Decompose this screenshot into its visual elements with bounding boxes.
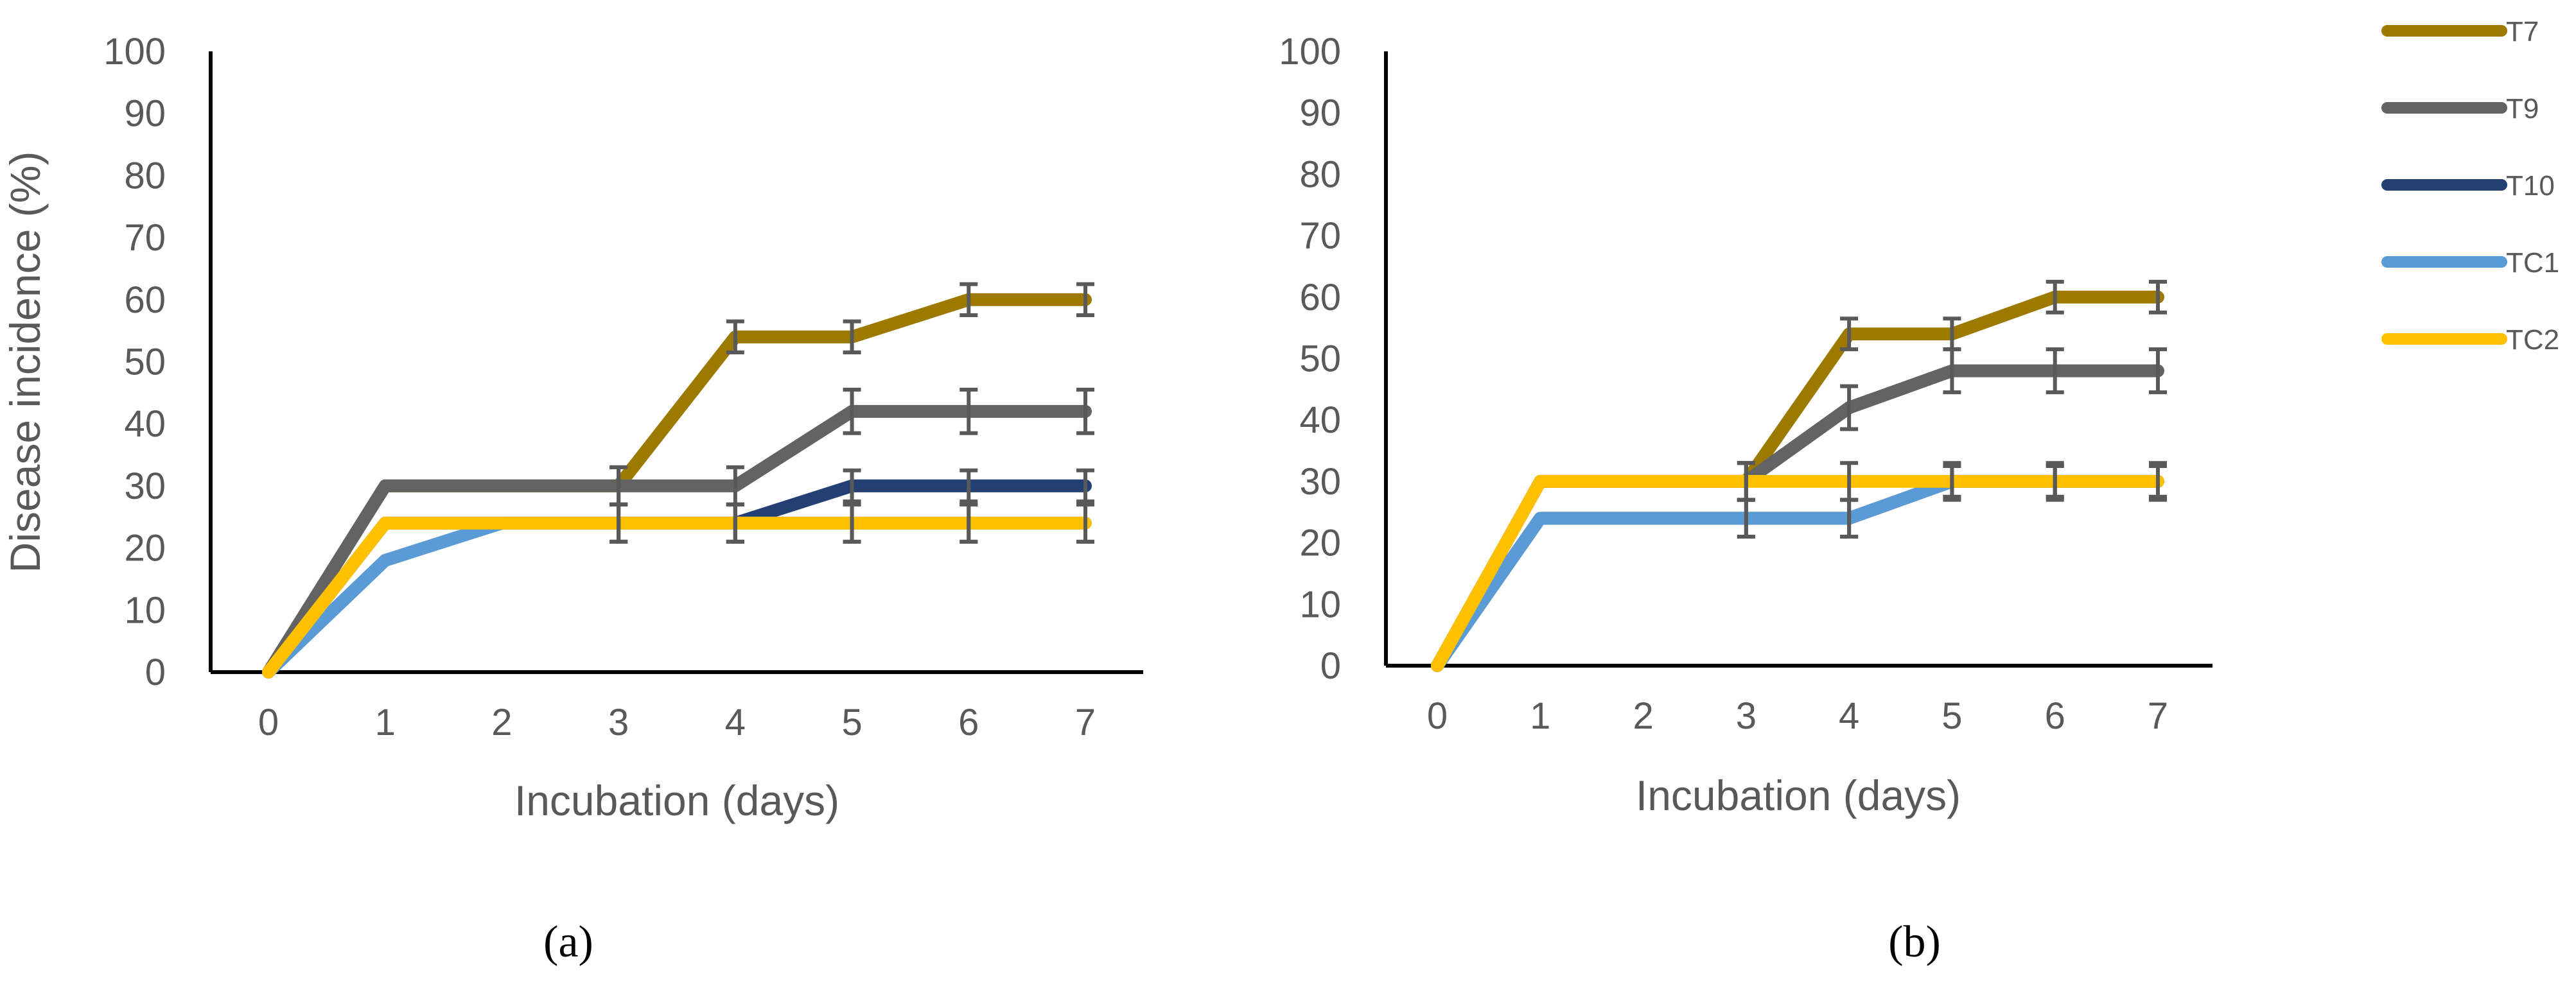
error-bar-tc2 bbox=[609, 502, 628, 544]
series-line-tc2 bbox=[1431, 474, 2164, 672]
error-bar-t10 bbox=[959, 468, 978, 504]
y-tick-label: 90 bbox=[1299, 92, 1341, 134]
legend-label: TC2 bbox=[2506, 324, 2559, 356]
error-bar-t9 bbox=[2046, 347, 2064, 395]
legend-item-t9: T9 bbox=[2381, 93, 2539, 125]
error-bar-t9 bbox=[1840, 384, 1859, 431]
x-tick-label: 4 bbox=[1839, 695, 1859, 737]
y-tick-label: 0 bbox=[145, 652, 166, 693]
error-bar-t9 bbox=[1076, 388, 1094, 435]
series-line-t10 bbox=[262, 479, 1092, 679]
x-tick-label: 6 bbox=[2045, 695, 2065, 737]
error-bar-t7 bbox=[959, 282, 978, 317]
y-axis-title: Disease incidence (%) bbox=[1, 151, 49, 573]
series-line-tc1 bbox=[262, 516, 1092, 679]
error-bar-t9 bbox=[843, 388, 861, 435]
panel-label: (a) bbox=[543, 917, 593, 967]
error-bar-tc2 bbox=[843, 502, 861, 544]
y-tick-label: 100 bbox=[103, 31, 166, 73]
error-bar-tc2 bbox=[1840, 461, 1859, 502]
x-tick-label: 0 bbox=[1427, 695, 1448, 737]
legend-label: TC1 bbox=[2506, 247, 2559, 279]
x-tick-label: 7 bbox=[1075, 702, 1096, 743]
y-tick-label: 30 bbox=[124, 465, 166, 507]
chart-panel-a: 0 10 20 30 40 50 60 70 80 90 100 0 1 2 3 4 5 6 7 Incubation… bbox=[1, 31, 1143, 967]
x-tick-label: 2 bbox=[1633, 695, 1653, 737]
series-line-t9 bbox=[262, 404, 1092, 679]
error-bar-t9 bbox=[1943, 347, 1961, 395]
y-tick-label: 70 bbox=[124, 217, 166, 259]
y-tick-label: 80 bbox=[1299, 153, 1341, 195]
x-axis-title: Incubation (days) bbox=[1636, 772, 1961, 819]
chart-legend: T7 T9 T10 TC1 TC2 bbox=[2381, 16, 2559, 356]
error-bar-tc2 bbox=[959, 502, 978, 544]
error-bar-t7 bbox=[843, 319, 861, 354]
y-tick-label: 20 bbox=[1299, 523, 1341, 564]
y-tick-label: 100 bbox=[1279, 31, 1341, 73]
error-bar-t10 bbox=[843, 468, 861, 504]
legend-item-t7: T7 bbox=[2381, 16, 2539, 48]
y-tick-label: 60 bbox=[124, 279, 166, 321]
error-bar-t10 bbox=[1076, 468, 1094, 504]
y-tick-label: 80 bbox=[124, 155, 166, 196]
y-tick-label: 10 bbox=[1299, 584, 1341, 625]
x-axis-title: Incubation (days) bbox=[514, 777, 839, 824]
x-tick-label: 5 bbox=[1941, 695, 1962, 737]
x-tick-label: 1 bbox=[1530, 695, 1550, 737]
legend-label: T7 bbox=[2506, 16, 2539, 48]
series-line-t10 bbox=[1431, 474, 2164, 672]
legend-item-tc2: TC2 bbox=[2381, 324, 2559, 356]
error-bar-tc2 bbox=[1076, 502, 1094, 544]
x-tick-label: 0 bbox=[258, 702, 279, 743]
y-tick-label: 20 bbox=[124, 528, 166, 569]
legend-label: T10 bbox=[2506, 170, 2555, 202]
x-tick-label: 6 bbox=[958, 702, 979, 743]
error-bar-t9 bbox=[959, 388, 978, 435]
error-bar-tc2 bbox=[2149, 461, 2167, 502]
legend-item-tc1: TC1 bbox=[2381, 247, 2559, 279]
x-tick-label: 7 bbox=[2148, 695, 2168, 737]
x-tick-label: 3 bbox=[608, 702, 629, 743]
x-tick-label: 5 bbox=[841, 702, 862, 743]
series-line-tc2 bbox=[262, 516, 1092, 679]
y-tick-label: 10 bbox=[124, 589, 166, 631]
error-bar-tc2 bbox=[1943, 461, 1961, 502]
y-tick-label: 70 bbox=[1299, 215, 1341, 257]
series-line-tc1 bbox=[1431, 474, 2164, 672]
y-tick-label: 60 bbox=[1299, 277, 1341, 318]
y-tick-label: 50 bbox=[1299, 338, 1341, 380]
panel-label: (b) bbox=[1888, 917, 1941, 967]
error-bar-t7 bbox=[2046, 279, 2064, 315]
y-tick-label: 0 bbox=[1320, 645, 1341, 687]
error-bar-tc2 bbox=[1737, 461, 1755, 502]
error-bar-tc2 bbox=[726, 502, 744, 544]
y-tick-label: 40 bbox=[124, 403, 166, 445]
error-bar-t7 bbox=[1840, 316, 1859, 352]
y-tick-label: 30 bbox=[1299, 461, 1341, 503]
error-bar-tc2 bbox=[2046, 461, 2064, 502]
error-bar-t9 bbox=[2149, 347, 2167, 395]
x-tick-label: 2 bbox=[491, 702, 512, 743]
chart-panel-b: 0 10 20 30 40 50 60 70 80 90 100 0 1 2 3 4 5 6 7 Incubation… bbox=[1279, 31, 2212, 967]
error-bar-t7 bbox=[1076, 282, 1094, 317]
error-bar-t7 bbox=[726, 319, 744, 354]
legend-label: T9 bbox=[2506, 93, 2539, 125]
y-tick-label: 40 bbox=[1299, 399, 1341, 441]
x-tick-label: 3 bbox=[1736, 695, 1757, 737]
error-bar-t7 bbox=[2149, 279, 2167, 315]
y-tick-label: 90 bbox=[124, 93, 166, 135]
legend-item-t10: T10 bbox=[2381, 170, 2555, 202]
y-tick-label: 50 bbox=[124, 342, 166, 383]
x-tick-label: 1 bbox=[375, 702, 396, 743]
x-tick-label: 4 bbox=[725, 702, 746, 743]
